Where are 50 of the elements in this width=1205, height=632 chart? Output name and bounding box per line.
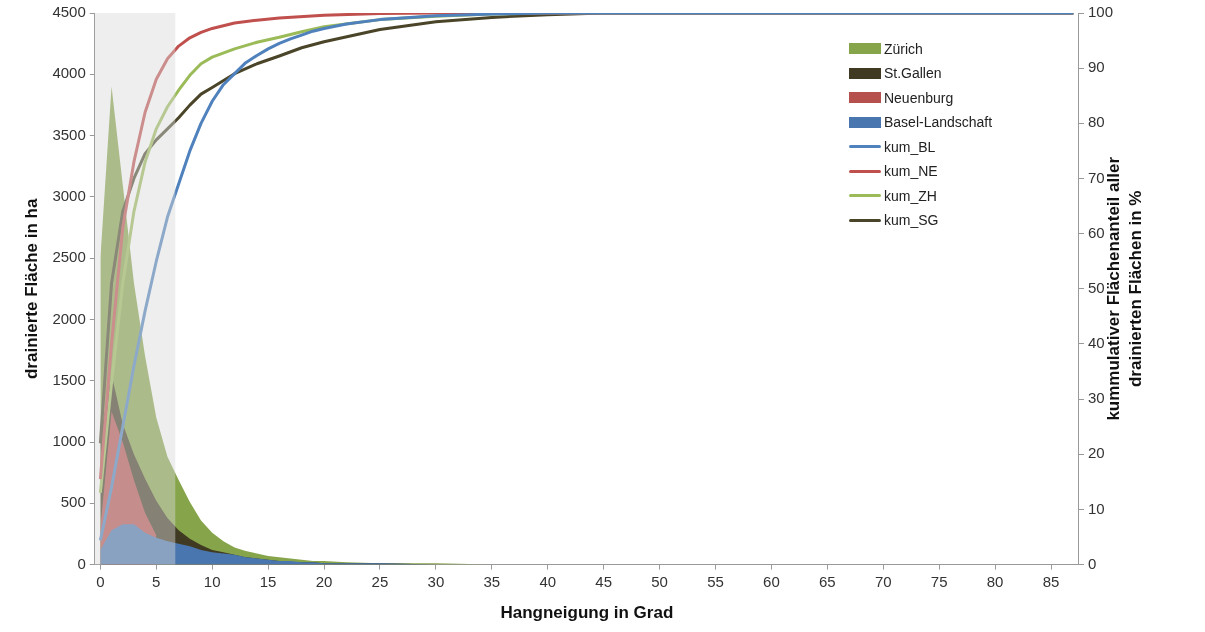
y-tick-label: 4000 [52, 64, 86, 82]
y2-tick-label: 80 [1087, 113, 1105, 131]
legend-label: St.Gallen [883, 65, 942, 81]
y-tick-label: 1000 [52, 432, 86, 450]
y2-tick-label: 70 [1087, 168, 1105, 186]
y-tick-label: 3500 [52, 125, 86, 143]
x-tick-label: 50 [651, 572, 668, 590]
y-tick-label: 0 [77, 554, 86, 572]
y-tick-label: 4500 [52, 3, 86, 21]
legend-label: kum_NE [883, 163, 938, 179]
x-tick-label: 70 [874, 572, 892, 590]
x-tick-label: 55 [707, 572, 724, 590]
x-tick-label: 35 [483, 572, 501, 590]
x-tick-label: 75 [930, 572, 948, 590]
y2-tick-label: 10 [1087, 499, 1105, 517]
y-tick-label: 3000 [52, 187, 86, 205]
x-tick-label: 20 [315, 572, 333, 590]
y2-tick-label: 90 [1087, 58, 1105, 76]
y-tick-label: 1500 [52, 370, 86, 388]
y-tick-label: 500 [60, 493, 86, 511]
x-tick-label: 65 [818, 572, 836, 590]
y2-tick-label: 40 [1087, 334, 1105, 352]
y-axis-title: drainierte Fläche in ha [21, 198, 41, 380]
legend-label: Zürich [883, 40, 923, 57]
x-tick-label: 25 [371, 572, 389, 590]
x-tick-label: 85 [1042, 572, 1060, 590]
y2-tick-label: 20 [1087, 444, 1105, 462]
legend-label: Neuenburg [883, 89, 954, 106]
legend-label: kum_BL [883, 138, 936, 155]
y2-tick-label: 30 [1087, 389, 1105, 407]
y-tick-label: 2500 [52, 248, 86, 266]
y-tick-label: 2000 [52, 309, 86, 327]
legend-label: Basel-Landschaft [883, 114, 993, 130]
x-tick-label: 60 [763, 572, 780, 590]
x-tick-label: 15 [259, 572, 277, 590]
x-tick-label: 0 [96, 572, 105, 590]
y2-tick-label: 60 [1087, 223, 1105, 241]
x-tick-label: 30 [427, 572, 445, 590]
x-tick-label: 5 [152, 572, 161, 590]
x-tick-label: 10 [203, 572, 221, 590]
y2-tick-label: 0 [1087, 554, 1097, 572]
x-tick-label: 40 [539, 572, 557, 590]
y2-tick-label: 100 [1087, 3, 1113, 21]
legend-label: kum_ZH [883, 187, 937, 204]
x-axis-title: Hangneigung in Grad [500, 603, 674, 623]
legend-label: kum_SG [883, 212, 939, 228]
y2-axis-title: kummulativer Flächenanteil aller drainierten Flächen in % [1103, 156, 1145, 421]
x-tick-label: 80 [986, 572, 1004, 590]
y2-tick-label: 50 [1087, 278, 1105, 296]
x-tick-label: 45 [595, 572, 612, 590]
